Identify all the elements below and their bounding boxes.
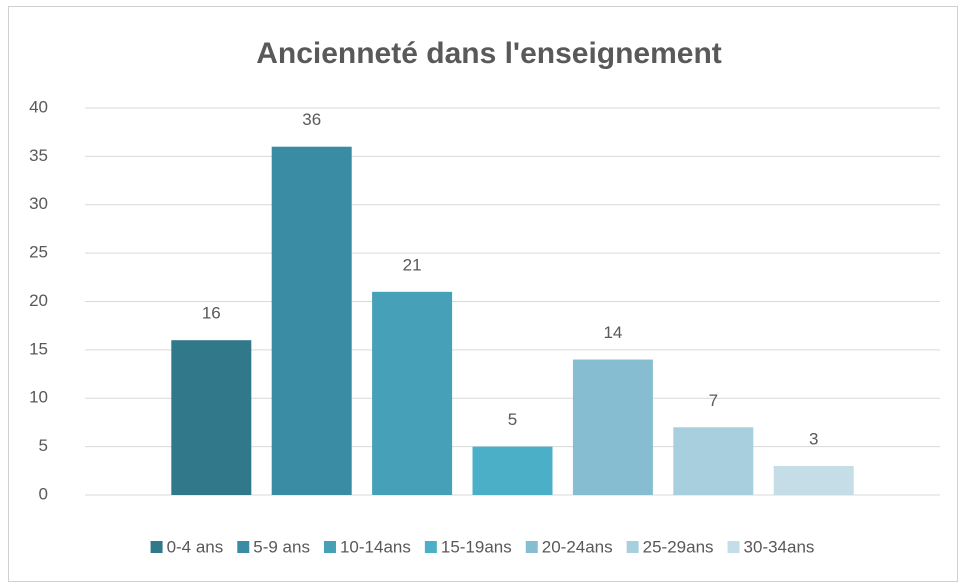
legend-label: 10-14ans [340,537,411,556]
y-tick-label: 40 [29,97,48,116]
legend-swatch [727,541,740,553]
data-label: 5 [508,410,517,429]
legend-swatch [424,541,437,553]
y-tick-label: 20 [29,291,48,310]
data-label: 3 [809,429,818,448]
y-tick-label: 10 [29,388,48,407]
y-tick-label: 25 [29,243,48,262]
legend-swatch [525,541,538,553]
legend-swatch [237,541,250,553]
chart-title: Ancienneté dans l'enseignement [256,37,722,70]
data-label: 14 [603,323,622,342]
legend-label: 0-4 ans [167,537,224,556]
y-tick-label: 5 [39,436,48,455]
legend-label: 15-19ans [441,537,512,556]
data-label: 36 [302,110,321,129]
legend-swatch [323,541,336,553]
bar [572,359,653,495]
bar [271,146,352,495]
legend-label: 5-9 ans [253,537,310,556]
data-label: 7 [709,391,718,410]
bar [773,465,854,495]
data-label: 21 [403,255,422,274]
legend-swatch [150,541,163,553]
legend-label: 25-29ans [643,537,714,556]
legend-swatch [626,541,639,553]
data-label: 16 [202,304,221,323]
bar [171,340,252,495]
legend-label: 20-24ans [542,537,613,556]
y-tick-label: 0 [39,484,48,503]
y-tick-label: 30 [29,194,48,213]
y-tick-label: 35 [29,146,48,165]
bar [372,291,453,495]
bar [673,427,754,495]
bar [472,446,553,495]
legend-label: 30-34ans [744,537,815,556]
y-tick-label: 15 [29,339,48,358]
